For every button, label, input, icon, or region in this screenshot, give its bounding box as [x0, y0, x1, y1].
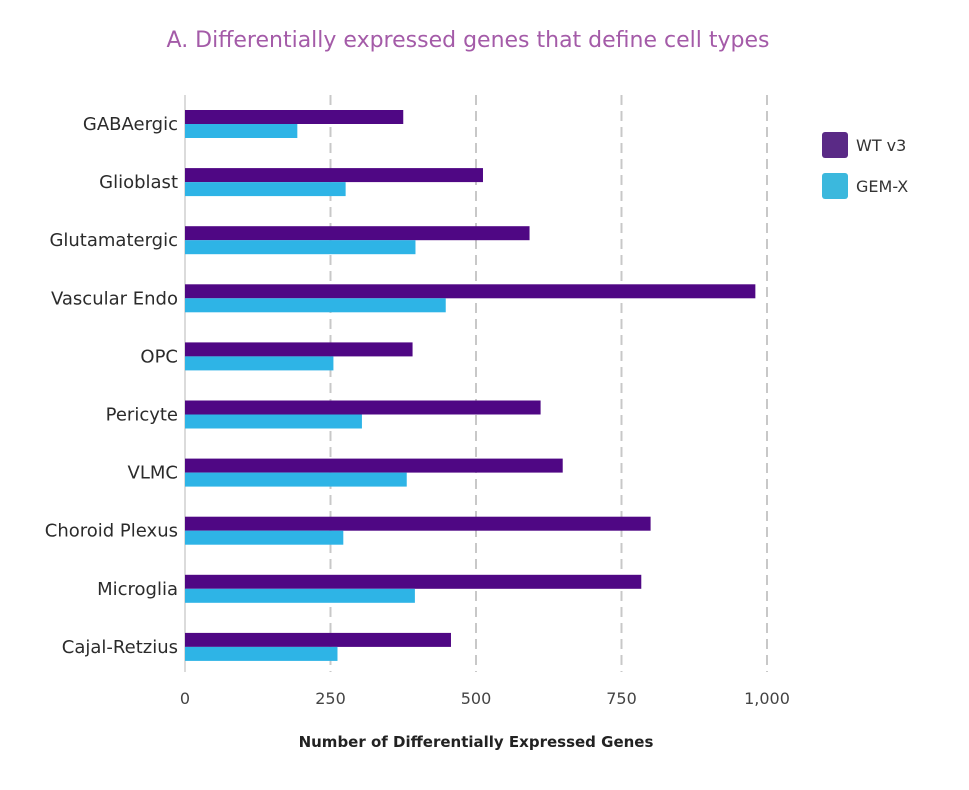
chart-title: A. Differentially expressed genes that d… [166, 28, 770, 53]
category-label-opc: OPC [140, 346, 178, 367]
legend: WT v3 GEM-X [822, 131, 908, 213]
category-label-vascular-endo: Vascular Endo [51, 288, 178, 309]
bar-gem-x-microglia [185, 588, 415, 603]
category-label-gabaergic: GABAergic [83, 114, 178, 135]
x-tick-label-750: 750 [606, 689, 637, 708]
x-axis-label: Number of Differentially Expressed Genes [298, 733, 654, 751]
bar-gem-x-choroid-plexus [185, 530, 344, 545]
x-tick-label-1000: 1,000 [744, 689, 790, 708]
bar-gem-x-cajal-retzius [185, 646, 338, 661]
bar-gem-x-pericyte [185, 414, 362, 429]
x-tick-label-250: 250 [315, 689, 346, 708]
category-label-glioblast: Glioblast [99, 172, 178, 193]
bar-wt-v3-vascular-endo [185, 284, 756, 299]
legend-swatch-wt-v3 [822, 132, 848, 158]
x-tick-label-500: 500 [461, 689, 492, 708]
bar-wt-v3-glutamatergic [185, 226, 530, 241]
bar-gem-x-opc [185, 356, 334, 371]
category-label-pericyte: Pericyte [106, 405, 178, 426]
bar-wt-v3-gabaergic [185, 110, 404, 124]
bar-gem-x-vlmc [185, 472, 407, 487]
bar-wt-v3-vlmc [185, 458, 563, 473]
legend-swatch-gem-x [822, 173, 848, 199]
bar-wt-v3-microglia [185, 574, 642, 589]
bar-gem-x-gabaergic [185, 124, 298, 138]
bar-wt-v3-cajal-retzius [185, 632, 451, 647]
category-label-cajal-retzius: Cajal-Retzius [62, 637, 178, 658]
category-label-glutamatergic: Glutamatergic [49, 230, 178, 251]
legend-label-gem-x: GEM-X [856, 176, 909, 196]
bar-wt-v3-opc [185, 342, 413, 357]
legend-label-wt-v3: WT v3 [856, 135, 907, 155]
category-label-vlmc: VLMC [128, 463, 178, 484]
bar-wt-v3-pericyte [185, 400, 541, 415]
x-tick-label-0: 0 [180, 689, 190, 708]
bar-gem-x-vascular-endo [185, 298, 446, 313]
category-label-microglia: Microglia [97, 579, 178, 600]
bar-wt-v3-glioblast [185, 168, 483, 183]
category-label-choroid-plexus: Choroid Plexus [45, 521, 178, 542]
legend-item-gem-x: GEM-X [822, 172, 908, 200]
bar-gem-x-glioblast [185, 182, 346, 197]
legend-item-wt-v3: WT v3 [822, 131, 908, 159]
bar-wt-v3-choroid-plexus [185, 516, 651, 531]
bar-gem-x-glutamatergic [185, 240, 416, 255]
